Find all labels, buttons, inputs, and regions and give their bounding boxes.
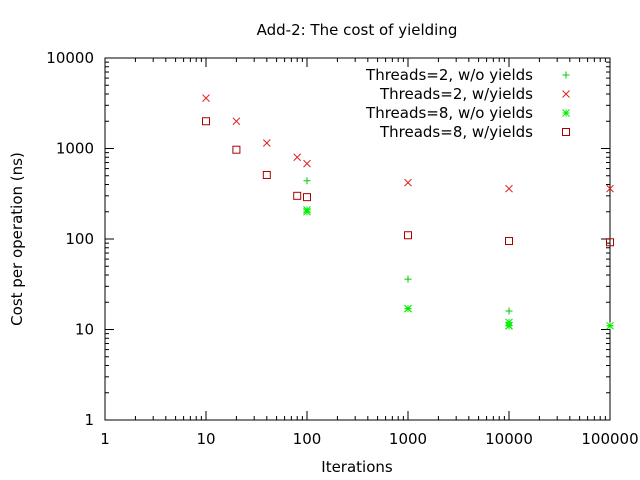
data-point [232, 145, 241, 154]
data-point [303, 159, 311, 168]
x-tick-label: 10 [196, 430, 215, 448]
series-1 [303, 177, 614, 330]
x-tick-label: 100 [293, 430, 322, 448]
data-point [505, 321, 513, 330]
data-point [404, 178, 412, 187]
data-point [303, 177, 311, 185]
data-point [606, 321, 614, 330]
data-points [202, 94, 614, 330]
x-tick-label: 10000 [485, 430, 533, 448]
series-4 [202, 117, 614, 247]
y-tick-label: 10 [75, 321, 94, 339]
data-point [262, 170, 271, 179]
legend-entry-label: Threads=2, w/yields [379, 85, 533, 103]
data-point [303, 207, 311, 216]
x-axis-tick-labels: 1 10 100 1000 10000 100000 [100, 430, 638, 448]
x-axis-label: Iterations [321, 458, 393, 476]
legend-marker [562, 71, 570, 79]
x-tick-label: 1 [100, 430, 110, 448]
data-point [505, 184, 513, 193]
y-tick-label: 1 [84, 411, 94, 429]
data-point [232, 117, 241, 126]
data-point [202, 94, 210, 103]
x-tick-label: 100000 [581, 430, 638, 448]
data-point [404, 231, 412, 240]
x-tick-label: 1000 [389, 430, 427, 448]
plot-frame [104, 57, 611, 421]
series-2 [202, 94, 614, 193]
series-3 [303, 205, 614, 330]
data-point [303, 193, 311, 202]
data-point [606, 184, 614, 193]
y-tick-label: 10000 [46, 49, 94, 67]
data-point [505, 237, 513, 246]
axis-ticks [104, 57, 611, 421]
legend-entry-label: Threads=2, w/o yields [365, 66, 533, 84]
legend-marker [562, 90, 570, 98]
y-tick-label: 1000 [56, 140, 94, 158]
y-axis-tick-labels: 1 10 100 1000 10000 [46, 49, 94, 429]
data-point [404, 304, 412, 313]
data-point [202, 117, 210, 126]
legend-entry-label: Threads=8, w/yields [379, 123, 533, 141]
chart-title: Add-2: The cost of yielding [257, 21, 458, 39]
legend-marker [562, 128, 570, 136]
legend-marker [562, 109, 570, 117]
data-point [404, 275, 412, 283]
y-tick-label: 100 [65, 230, 94, 248]
data-point [262, 139, 271, 147]
data-point [293, 153, 302, 162]
y-axis-label: Cost per operation (ns) [8, 152, 26, 326]
data-point [505, 307, 513, 315]
data-point [606, 238, 614, 247]
data-point [293, 191, 302, 200]
legend-entry-label: Threads=8, w/o yields [365, 104, 533, 122]
